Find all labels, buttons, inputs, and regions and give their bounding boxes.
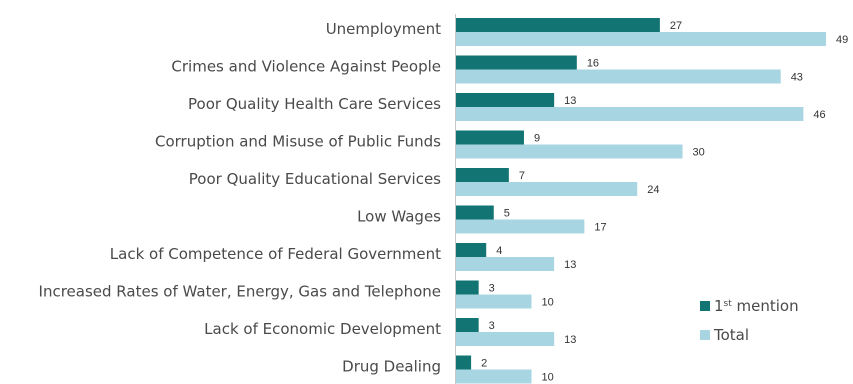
- bars: [456, 18, 826, 384]
- bar-first-mention: [456, 318, 479, 332]
- value-label-first-mention: 2: [481, 358, 487, 370]
- bar-first-mention: [456, 205, 494, 220]
- bar-first-mention: [456, 130, 524, 145]
- value-label-total: 43: [791, 72, 803, 84]
- bar-total: [456, 257, 555, 271]
- category-labels: Unemployment Crimes and Violence Against …: [39, 20, 442, 376]
- legend-label-base: Total: [713, 326, 749, 344]
- legend-label-total: Total: [713, 326, 749, 344]
- category-label: Unemployment: [326, 20, 441, 38]
- category-label: Corruption and Misuse of Public Funds: [155, 133, 441, 151]
- legend: 1st mention Total: [700, 297, 799, 344]
- category-label: Lack of Competence of Federal Government: [110, 245, 441, 263]
- value-label-first-mention: 16: [587, 58, 599, 70]
- bar-first-mention: [456, 243, 487, 257]
- bar-first-mention: [456, 355, 472, 370]
- category-label: Low Wages: [357, 208, 441, 226]
- category-label: Poor Quality Health Care Services: [188, 95, 441, 113]
- bar-total: [456, 332, 555, 346]
- value-label-total: 13: [564, 259, 576, 271]
- bar-total: [456, 182, 638, 196]
- value-label-total: 10: [542, 372, 554, 384]
- value-label-total: 10: [542, 297, 554, 309]
- bar-first-mention: [456, 168, 509, 182]
- value-label-first-mention: 5: [504, 208, 510, 220]
- bar-first-mention: [456, 280, 479, 295]
- value-label-first-mention: 3: [489, 283, 495, 295]
- bar-total: [456, 294, 532, 309]
- bar-total: [456, 107, 804, 121]
- value-label-first-mention: 3: [489, 320, 495, 332]
- legend-swatch-total: [700, 330, 710, 340]
- legend-swatch-first-mention: [700, 301, 710, 311]
- category-label: Poor Quality Educational Services: [189, 170, 441, 188]
- value-label-total: 49: [836, 34, 848, 46]
- bar-first-mention: [456, 93, 555, 107]
- bar-first-mention: [456, 55, 577, 70]
- bar-total: [456, 32, 826, 46]
- value-labels: 27 49 16 43 13 46 9 30 7 24 5 17 4 13 3 10 3 13 2 10: [481, 20, 848, 384]
- bar-total: [456, 144, 683, 159]
- value-label-first-mention: 4: [496, 245, 502, 257]
- legend-label-base: 1: [714, 297, 724, 315]
- value-label-first-mention: 9: [534, 133, 540, 145]
- value-label-first-mention: 27: [670, 20, 682, 32]
- legend-label-rest: mention: [732, 297, 799, 315]
- legend-label-superscript: st: [724, 299, 733, 309]
- value-label-first-mention: 13: [564, 95, 576, 107]
- value-label-total: 13: [564, 334, 576, 346]
- value-label-total: 17: [594, 222, 606, 234]
- value-label-total: 24: [647, 184, 659, 196]
- bar-first-mention: [456, 18, 660, 32]
- category-label: Increased Rates of Water, Energy, Gas an…: [39, 283, 441, 301]
- bar-total: [456, 69, 781, 84]
- value-label-total: 46: [813, 109, 825, 121]
- category-label: Drug Dealing: [342, 358, 441, 376]
- value-label-first-mention: 7: [519, 170, 525, 182]
- bar-total: [456, 369, 532, 384]
- legend-label-first-mention: 1st mention: [714, 297, 799, 315]
- bar-total: [456, 219, 585, 234]
- value-label-total: 30: [693, 147, 705, 159]
- category-label: Crimes and Violence Against People: [171, 58, 441, 76]
- category-label: Lack of Economic Development: [204, 320, 441, 338]
